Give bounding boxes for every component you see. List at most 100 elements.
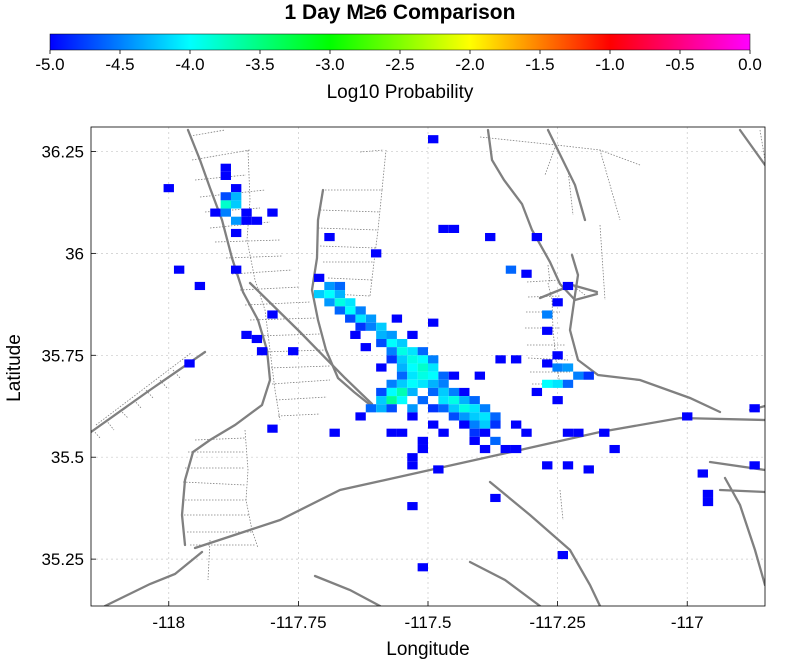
probability-cell [230,265,242,274]
probability-cell [334,281,346,291]
probability-cell [407,363,418,372]
probability-cell [407,453,418,462]
probability-cell [417,355,428,364]
probability-cell [417,444,428,454]
chart-title: 1 Day M≥6 Comparison [285,1,516,24]
colorbar-label: Log10 Probability [327,82,474,103]
probability-cell [376,404,387,413]
probability-cell [479,404,491,413]
probability-cell [417,379,428,388]
y-tick-label: 35.75 [41,346,84,365]
probability-cell [407,404,418,413]
y-tick-label: 35.25 [41,550,84,569]
y-axis-label: Latitude [4,334,25,402]
probability-cell [396,355,408,364]
probability-cell [386,428,397,437]
probability-cell [682,412,693,421]
probability-cell [350,330,361,339]
probability-cell [459,420,470,429]
colorbar-tick-label: -3.0 [315,55,344,74]
probability-cell [542,326,553,335]
probability-cell [438,224,449,233]
probability-cell [407,461,418,470]
probability-cell [428,135,439,144]
probability-cell [334,306,346,315]
probability-cell [241,216,252,225]
probability-cell [438,379,449,388]
probability-cell [355,322,366,331]
probability-cell [396,428,408,437]
probability-cell [469,436,480,445]
probability-cell [345,298,356,307]
probability-cell [370,249,382,258]
probability-cell [194,281,206,291]
fault-sierra-nevada-frontal [180,128,272,547]
y-tick-label: 36.25 [41,142,84,161]
probability-cell [433,465,444,474]
probability-cell [230,192,242,201]
probability-cell [531,232,543,242]
probability-cell [479,420,491,429]
probability-cell [396,387,408,397]
probability-cell [495,355,506,364]
probability-cell [355,306,366,315]
probability-cell [562,363,574,372]
probability-cell [417,436,428,445]
fault-airport-lake [310,188,376,410]
probability-cell [220,171,231,180]
probability-cell [365,314,377,323]
probability-cell [749,461,760,470]
probability-cell [562,281,574,291]
probability-cell [173,265,185,274]
probability-cell [417,396,428,405]
probability-cell [531,387,543,397]
probability-cells [163,135,760,572]
probability-cell [241,330,252,339]
probability-cell [230,228,242,238]
probability-cell [552,363,563,372]
probability-cell [438,387,449,397]
colorbar-tick-label: -3.5 [245,55,274,74]
probability-cell [490,420,501,429]
probability-cell [251,216,263,225]
colorbar-tick-label: -2.0 [455,55,484,74]
probability-cell [407,355,418,364]
minor-fault-southwest-ladder [92,352,193,439]
probability-cell [396,371,408,380]
probability-cell [230,216,242,225]
probability-cell [448,387,460,397]
minor-fault-northeast [479,129,765,221]
probability-cell [251,334,263,344]
probability-cell [313,290,325,299]
probability-cell [396,363,408,372]
probability-cell [376,330,387,339]
probability-cell [386,387,397,397]
probability-cell [552,351,563,360]
probability-cell [448,396,460,405]
x-axis-label: Longitude [386,639,469,660]
probability-cell [438,428,449,437]
minor-fault-network-west [189,129,331,417]
probability-cell [490,493,501,503]
probability-cell [459,396,470,405]
probability-cell [459,387,470,397]
probability-cell [365,322,377,331]
fault-north-east [546,128,765,222]
probability-cell [749,404,760,413]
probability-cell [210,208,221,217]
probability-cell [324,281,335,291]
probability-cell [459,404,470,413]
probability-cell [557,550,568,560]
probability-cell [396,396,408,405]
probability-cell [163,184,174,193]
probability-cell [599,428,610,437]
colorbar-tick-label: -2.5 [385,55,414,74]
probability-cell [583,465,594,474]
probability-cell [324,232,335,242]
x-axis-ticks: -118 -117.75 -117.5 -117.25 -117 [152,601,704,632]
probability-cell [505,265,517,274]
minor-fault-block-central [317,149,387,297]
probability-cell [355,412,366,421]
probability-cell [428,404,439,413]
